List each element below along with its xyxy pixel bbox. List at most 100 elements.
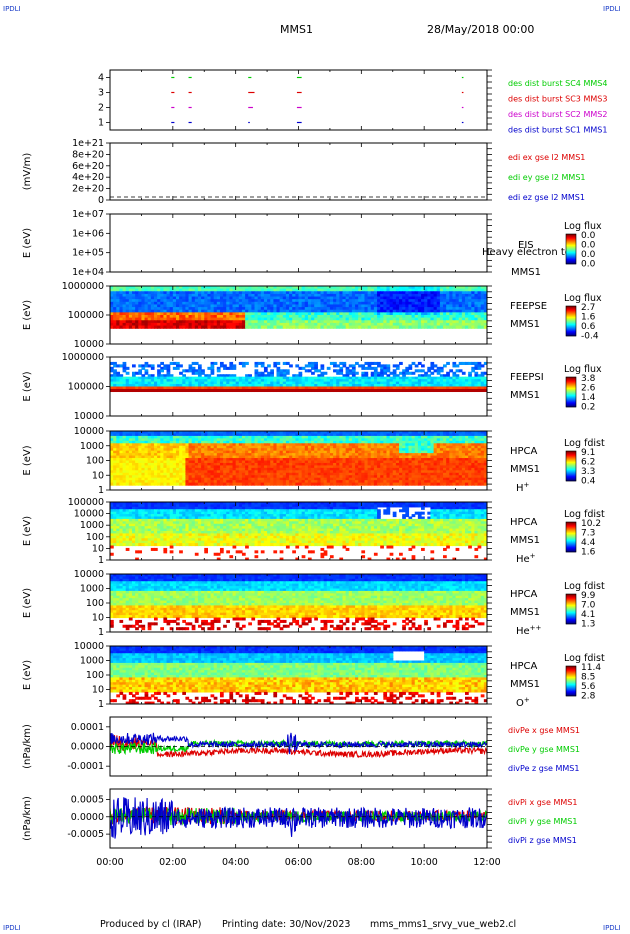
spectrogram-cell [245, 386, 249, 390]
colorbar-cell [566, 243, 576, 245]
spectrogram-cell [207, 301, 212, 306]
spectrogram-cell [480, 296, 485, 300]
spectrogram-cell [197, 320, 202, 324]
spectrogram-cell [465, 384, 469, 388]
spectrogram-cell [175, 435, 180, 439]
colorbar-cell [566, 389, 576, 391]
spectrogram-cell [336, 440, 340, 444]
spectrogram-cell [113, 448, 117, 452]
spectrogram-cell [235, 286, 240, 290]
spectrogram-cell [267, 317, 271, 321]
spectrogram-cell [408, 386, 413, 390]
spectrogram-cell [314, 381, 318, 385]
spectrogram-cell [355, 309, 359, 313]
spectrogram-cell [392, 384, 397, 388]
spectrogram-cell [358, 296, 362, 300]
spectrogram-cell [443, 312, 447, 316]
spectrogram-cell [263, 322, 268, 327]
spectrogram-cell [345, 453, 350, 457]
spectrogram-cell [439, 388, 444, 393]
spectrogram-cell [399, 376, 403, 380]
spectrogram-cell [443, 291, 447, 295]
spectrogram-cell [295, 309, 300, 313]
spectrogram-cell [128, 317, 133, 321]
spectrogram-cell [358, 309, 362, 313]
spectrogram-cell [430, 381, 435, 385]
spectrogram-cell [210, 462, 215, 467]
spectrogram-cell [455, 440, 460, 444]
spectrogram-cell [194, 291, 199, 295]
spectrogram-cell [392, 296, 397, 300]
spectrogram-cell [245, 379, 249, 383]
spectrogram-cell [110, 379, 114, 383]
spectrogram-cell [163, 299, 168, 303]
spectrogram-cell [314, 386, 318, 390]
spectrogram-cell [260, 309, 265, 313]
spectrogram-cell [254, 320, 259, 324]
spectrogram-cell [395, 301, 400, 306]
spectrogram-cell [257, 462, 262, 467]
spectrogram-cell [405, 384, 410, 388]
spectrogram-cell [295, 440, 300, 444]
spectrogram-cell [474, 293, 479, 298]
spectrogram-cell [355, 455, 359, 459]
spectrogram-cell [279, 369, 284, 373]
spectrogram-cell [169, 453, 174, 457]
spectrogram-cell [163, 376, 168, 380]
spectrogram-cell [223, 286, 227, 290]
spectrogram-cell [219, 291, 224, 295]
spectrogram-cell [289, 296, 293, 300]
spectrogram-cell [295, 431, 300, 435]
spectrogram-cell [245, 320, 249, 324]
spectrogram-cell [301, 320, 306, 324]
spectrogram-cell [144, 288, 149, 292]
spectrogram-cell [436, 291, 441, 295]
spectrogram-cell [125, 445, 130, 449]
spectrogram-cell [439, 301, 444, 306]
spectrogram-cell [402, 301, 406, 306]
spectrogram-cell [141, 322, 146, 327]
spectrogram-cell [414, 364, 419, 368]
spectrogram-cell [405, 325, 410, 329]
spectrogram-cell [295, 379, 300, 383]
spectrogram-cell [468, 448, 472, 452]
spectrogram-cell [339, 307, 344, 311]
spectrogram-cell [210, 455, 215, 459]
spectrogram-cell [408, 322, 413, 327]
spectrogram-cell [116, 364, 121, 368]
spectrogram-cell [172, 293, 177, 298]
spectrogram-cell [213, 291, 218, 295]
spectrogram-cell [113, 320, 117, 324]
spectrogram-cell [405, 291, 410, 295]
spectrogram-cell [153, 291, 158, 295]
spectrogram-cell [480, 443, 485, 447]
spectrogram-cell [329, 440, 334, 444]
spectrogram-cell [311, 291, 315, 295]
spectrogram-cell [395, 443, 400, 447]
spectrogram-cell [298, 450, 303, 454]
spectrogram-cell [336, 325, 340, 329]
spectrogram-cell [455, 315, 460, 319]
spectrogram-cell [402, 320, 406, 324]
spectrogram-cell [150, 431, 155, 435]
spectrogram-cell [298, 320, 303, 324]
spectrogram-cell [204, 438, 208, 442]
spectrogram-cell [153, 388, 158, 393]
spectrogram-cell [191, 317, 196, 321]
spectrogram-cell [185, 435, 190, 439]
spectrogram-cell [351, 366, 356, 370]
spectrogram-cell [336, 453, 340, 457]
spectrogram-cell [144, 384, 149, 388]
spectrogram-cell [386, 445, 391, 449]
spectrogram-cell [153, 304, 158, 308]
spectrogram-cell [307, 286, 312, 290]
spectrogram-cell [336, 320, 340, 324]
spectrogram-cell [323, 291, 328, 295]
spectrogram-cell [307, 291, 312, 295]
spectrogram-cell [320, 296, 325, 300]
spectrogram-cell [361, 438, 366, 442]
spectrogram-cell [477, 307, 482, 311]
spectrogram-cell [399, 379, 403, 383]
spectrogram-cell [339, 445, 344, 449]
colorbar-tick-label: 1.6 [581, 313, 596, 323]
